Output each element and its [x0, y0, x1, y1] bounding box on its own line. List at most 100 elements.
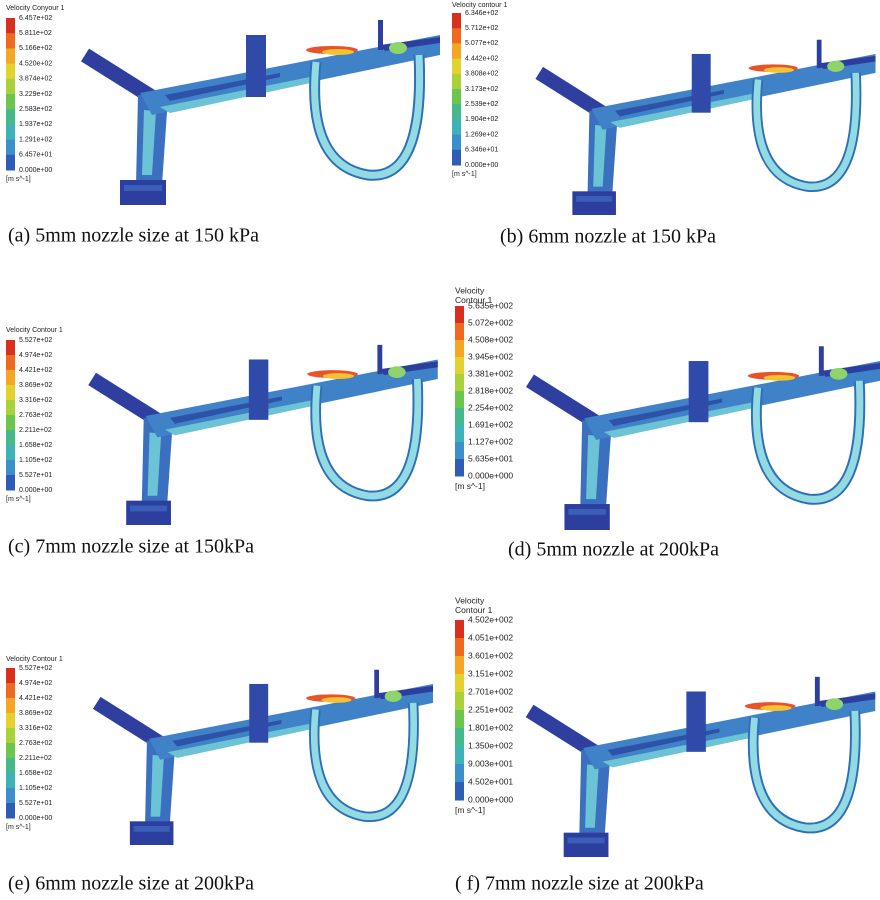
legend-label: 2.763e+02 [19, 740, 52, 747]
caption: (b) 6mm nozzle at 150 kPa [500, 226, 716, 248]
colorbar-band [455, 620, 464, 639]
legend-label: 0.000e+000 [468, 794, 513, 804]
legend-label: 3.869e+02 [19, 710, 52, 717]
colorbar-band [455, 340, 464, 358]
legend-label: 4.502e+002 [468, 614, 513, 624]
colorbar-band [6, 124, 15, 140]
colorbar-band [452, 150, 461, 166]
caption: (d) 5mm nozzle at 200kPa [508, 539, 719, 561]
legend-label: 3.601e+002 [468, 650, 513, 660]
legend-label: 9.003e+001 [468, 758, 513, 768]
colorbar-band [452, 74, 461, 90]
colorbar-band [6, 155, 15, 171]
figure: Velocity Conyour 16.457e+025.811e+025.16… [0, 0, 880, 900]
colorbar-band [6, 340, 15, 356]
caption: (a) 5mm nozzle size at 150 kPa [8, 225, 259, 247]
colorbar-band [6, 94, 15, 110]
legend-label: 3.151e+002 [468, 668, 513, 678]
legend-label: 5.527e+01 [19, 472, 52, 479]
legend-title: Velocity Conyour 1 [6, 5, 64, 12]
colorbar-band [6, 475, 15, 491]
colorbar-band [6, 18, 15, 34]
legend-label: 1.658e+02 [19, 770, 52, 777]
legend-label: 1.691e+002 [468, 419, 513, 429]
colorbar-band [6, 415, 15, 431]
colorbar-band [452, 59, 461, 75]
legend-unit: [m s^-1] [6, 176, 31, 183]
colorbar-band [6, 140, 15, 156]
legend-label: 2.539e+02 [465, 101, 498, 108]
legend-label: 1.105e+02 [19, 785, 52, 792]
legend-unit: [m s^-1] [6, 496, 31, 503]
legend-title: Contour 1 [455, 605, 493, 615]
legend-label: 6.346e+02 [465, 10, 498, 17]
colorbar-band [452, 13, 461, 29]
colorbar-band [6, 743, 15, 759]
colorbar-band [6, 698, 15, 714]
colorbar-band [6, 758, 15, 774]
colorbar-band [452, 89, 461, 105]
legend-label: 6.457e+02 [19, 15, 52, 22]
colorbar-band [6, 48, 15, 64]
colorbar-band [6, 683, 15, 699]
legend-label: 4.974e+02 [19, 352, 52, 359]
legend-label: 4.508e+002 [468, 334, 513, 344]
legend-unit: [m s^-1] [6, 824, 31, 831]
colorbar-band [6, 109, 15, 125]
legend-label: 4.502e+001 [468, 776, 513, 786]
legend-label: 5.527e+02 [19, 337, 52, 344]
legend-label: 3.945e+002 [468, 351, 513, 361]
legend-label: 6.346e+01 [465, 147, 498, 154]
legend-label: 1.269e+02 [465, 131, 498, 138]
legend-label: 0.000e+00 [19, 487, 52, 494]
colorbar-band [455, 692, 464, 711]
legend-label: 3.808e+02 [465, 71, 498, 78]
legend-label: 5.712e+02 [465, 25, 498, 32]
colorbar-band [6, 788, 15, 804]
legend-title: Velocity contour 1 [452, 2, 507, 9]
colorbar-band [6, 668, 15, 684]
colorbar-band [452, 104, 461, 120]
legend-title: Velocity Contour 1 [6, 327, 63, 334]
legend-label: 5.077e+02 [465, 40, 498, 47]
legend-label: 3.869e+02 [19, 382, 52, 389]
legend-label: 5.635e+002 [468, 300, 513, 310]
colorbar-band [455, 459, 464, 477]
colorbar-band [6, 355, 15, 371]
caption: (c) 7mm nozzle size at 150kPa [8, 536, 254, 558]
legend-title: Velocity [455, 595, 485, 605]
colorbar-band [452, 135, 461, 151]
legend-label: 3.381e+002 [468, 368, 513, 378]
legend-label: 2.211e+02 [19, 755, 52, 762]
legend-label: 5.072e+002 [468, 317, 513, 327]
legend-unit: [m s^-1] [455, 481, 485, 491]
legend-label: 2.254e+002 [468, 402, 513, 412]
legend-label: 4.974e+02 [19, 680, 52, 687]
colorbar-band [455, 425, 464, 443]
colorbar-band [455, 357, 464, 375]
colorbar-band [455, 728, 464, 747]
geometry [530, 346, 880, 533]
geometry [92, 345, 438, 530]
legend-label: 1.904e+02 [465, 116, 498, 123]
caption: ( f) 7mm nozzle size at 200kPa [455, 873, 704, 895]
legend-label: 1.350e+002 [468, 740, 513, 750]
legend-label: 3.316e+02 [19, 397, 52, 404]
legend-label: 1.658e+02 [19, 442, 52, 449]
colorbar-band [6, 385, 15, 401]
legend-unit: [m s^-1] [455, 805, 485, 815]
colorbar-band [6, 79, 15, 95]
legend-label: 3.173e+02 [465, 86, 498, 93]
legend-unit: [m s^-1] [452, 171, 477, 178]
legend-label: 1.105e+02 [19, 457, 52, 464]
colorbar-band [6, 430, 15, 446]
geometry [530, 677, 876, 862]
legend-label: 3.316e+02 [19, 725, 52, 732]
legend-label: 5.527e+02 [19, 665, 52, 672]
legend-label: 2.818e+002 [468, 385, 513, 395]
legend-title: Velocity Contour 1 [6, 656, 63, 663]
colorbar-band [6, 773, 15, 789]
caption: (e) 6mm nozzle size at 200kPa [8, 873, 254, 895]
colorbar-band [6, 803, 15, 819]
legend-label: 6.457e+01 [19, 152, 52, 159]
